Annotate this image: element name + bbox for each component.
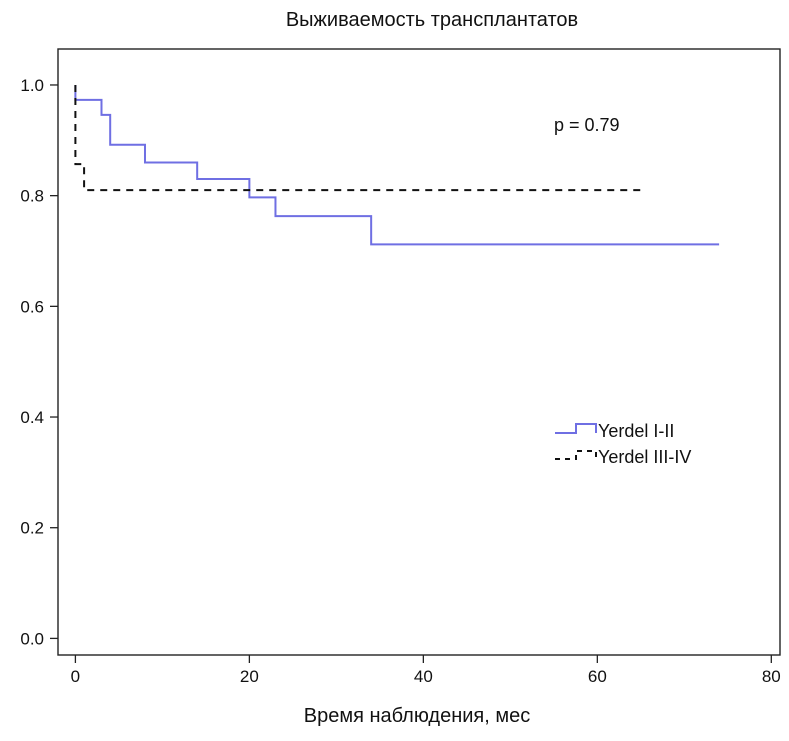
x-axis-title: Время наблюдения, мес [304,705,531,727]
p-value-annotation: p = 0.79 [554,115,620,135]
y-axis-tick-label: 0.2 [20,519,44,538]
chart-title: Выживаемость трансплантатов [286,9,578,31]
legend-symbol-yerdel-i-ii [555,423,597,434]
survival-curves [74,84,720,246]
x-axis-tick-label: 0 [71,667,80,686]
y-axis-tick-label: 0.6 [20,297,44,316]
y-axis-tick-label: 0.0 [20,629,44,648]
legend-label-yerdel-iii-iv: Yerdel III-IV [598,447,691,467]
chart-legend: Yerdel I-II Yerdel III-IV [555,421,691,467]
x-axis-tick-label: 40 [414,667,433,686]
y-axis-tick-label: 0.4 [20,408,44,427]
y-axis-tick-label: 0.8 [20,187,44,206]
x-axis-ticks: 0 20 40 60 80 [71,655,781,686]
x-axis-tick-label: 20 [240,667,259,686]
x-axis-tick-label: 80 [762,667,781,686]
legend-label-yerdel-i-ii: Yerdel I-II [598,421,674,441]
y-axis-tick-label: 1.0 [20,76,44,95]
x-axis-tick-label: 60 [588,667,607,686]
series-yerdel-i-ii-line [74,84,720,246]
plot-area-frame [57,48,781,656]
series-yerdel-iii-iv-line [74,84,641,192]
legend-symbol-yerdel-iii-iv [555,450,597,460]
y-axis-ticks: 0.0 0.2 0.4 0.6 0.8 1.0 [20,76,58,648]
